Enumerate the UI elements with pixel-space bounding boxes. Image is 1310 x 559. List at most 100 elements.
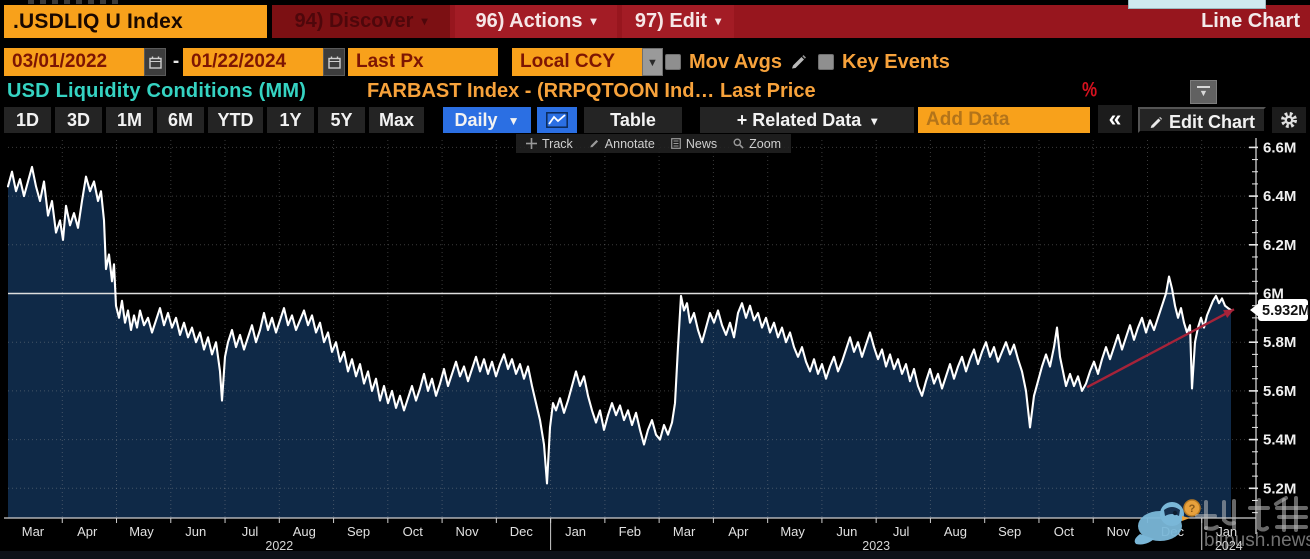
month-label: Jan	[565, 524, 586, 539]
month-label: Jul	[893, 524, 910, 539]
month-label: Nov	[455, 524, 479, 539]
mov-avgs-label: Mov Avgs	[689, 51, 782, 73]
actions-menu[interactable]: 96) Actions ▾	[455, 5, 617, 38]
area-fill	[8, 166, 1231, 518]
clipped-top-content	[28, 0, 118, 4]
collapse-toolbar-button[interactable]: «	[1098, 105, 1132, 133]
line-chart-icon	[546, 112, 568, 128]
pencil-icon[interactable]	[790, 54, 807, 76]
range-1m-button[interactable]: 1M	[106, 107, 153, 133]
month-label: Feb	[619, 524, 641, 539]
gear-icon	[1281, 112, 1297, 128]
y-tick-label: 5.6M	[1263, 383, 1296, 400]
y-tick-label: 5.8M	[1263, 334, 1296, 351]
chart-settings-button[interactable]	[1272, 107, 1306, 133]
year-label: 2022	[265, 539, 293, 553]
crosshair-icon	[526, 138, 537, 149]
edit-chart-label: Edit Chart	[1168, 112, 1255, 132]
month-label: Dec	[510, 524, 534, 539]
month-label: Mar	[673, 524, 696, 539]
chevron-down-icon[interactable]: ▼	[642, 48, 663, 76]
date-from-field[interactable]: 03/01/2022	[4, 48, 144, 76]
key-events-label: Key Events	[842, 51, 950, 73]
related-data-label: + Related Data	[736, 110, 862, 130]
month-label: Sep	[347, 524, 370, 539]
news-label: News	[685, 136, 718, 151]
date-range-separator: -	[172, 51, 180, 72]
year-label: 2024	[1215, 539, 1243, 553]
month-label: May	[129, 524, 154, 539]
month-label: Oct	[403, 524, 424, 539]
x-tick-group: Mar Apr May Jun Jul Aug Sep Oct Nov Dec Jan Feb Mar A…	[22, 518, 1243, 553]
news-icon	[670, 138, 681, 149]
svg-text:5.932M: 5.932M	[1262, 303, 1310, 319]
command-bar: 94) Discover ▾ 96) Actions ▾ 97) Edit ▾ Lin…	[272, 5, 1310, 38]
chevron-down-icon: ▾	[421, 14, 428, 28]
magnifier-icon	[733, 138, 744, 149]
zoom-tool[interactable]: Zoom	[733, 137, 781, 151]
related-data-button[interactable]: + Related Data ▾	[700, 107, 914, 133]
annotate-tool[interactable]: Annotate	[589, 137, 655, 151]
line-chart-type-button[interactable]	[537, 107, 577, 133]
pencil-icon	[1150, 116, 1163, 128]
period-select[interactable]: Daily ▼	[443, 107, 531, 133]
chart-tool-strip: Track Annotate News Zoom	[516, 134, 792, 153]
clipped-tooltip	[1128, 0, 1266, 9]
y-tick-group: 6.6M 6.4M 6.2M 6M 5.8M 5.6M 5.4M 5.2M	[1249, 139, 1296, 514]
security-ticker-input[interactable]: .USDLIQ U Index	[4, 5, 267, 38]
edit-menu[interactable]: 97) Edit ▾	[622, 5, 734, 38]
date-to-field[interactable]: 01/22/2024	[183, 48, 323, 76]
trend-arrow-line	[1086, 308, 1235, 389]
mov-avgs-checkbox[interactable]	[665, 54, 681, 70]
news-tool[interactable]: News	[670, 136, 718, 151]
month-label: Oct	[1054, 524, 1075, 539]
dock-panel-button[interactable]: ▼	[1190, 80, 1217, 104]
range-max-button[interactable]: Max	[369, 107, 424, 133]
month-label: Aug	[944, 524, 967, 539]
month-label: Sep	[998, 524, 1021, 539]
currency-select[interactable]: Local CCY	[512, 48, 642, 76]
range-1d-button[interactable]: 1D	[4, 107, 51, 133]
chevron-down-icon: ▾	[871, 114, 878, 128]
range-3d-button[interactable]: 3D	[55, 107, 102, 133]
chart-type-label: Line Chart	[1201, 10, 1300, 32]
month-label: Apr	[77, 524, 98, 539]
edit-chart-button[interactable]: Edit Chart	[1138, 107, 1266, 133]
month-label: Aug	[293, 524, 316, 539]
bottom-strip	[0, 551, 1310, 559]
add-data-input[interactable]	[918, 107, 1090, 133]
y-tick-label: 6M	[1263, 286, 1284, 303]
range-1y-button[interactable]: 1Y	[267, 107, 314, 133]
chevron-down-icon: ▾	[590, 14, 597, 28]
period-label: Daily	[454, 110, 498, 130]
zoom-label: Zoom	[749, 136, 782, 151]
range-6m-button[interactable]: 6M	[157, 107, 204, 133]
percent-icon[interactable]: %	[1082, 77, 1098, 102]
year-label: 2023	[862, 539, 890, 553]
price-line	[6, 165, 1233, 485]
month-label: Apr	[728, 524, 749, 539]
calendar-icon[interactable]	[323, 48, 345, 76]
y-tick-label: 6.4M	[1263, 188, 1296, 205]
last-price-label: 5.932M	[1250, 299, 1310, 322]
calendar-icon[interactable]	[144, 48, 166, 76]
range-5y-button[interactable]: 5Y	[318, 107, 365, 133]
chevron-down-icon: ▾	[715, 14, 722, 28]
month-label: Jun	[185, 524, 206, 539]
month-label: May	[780, 524, 805, 539]
table-button[interactable]: Table	[584, 107, 682, 133]
y-tick-label: 6.6M	[1263, 139, 1296, 156]
discover-menu[interactable]: 94) Discover ▾	[272, 5, 450, 38]
pencil-icon	[590, 139, 598, 148]
track-tool[interactable]: Track	[526, 137, 573, 151]
key-events-checkbox[interactable]	[818, 54, 834, 70]
range-ytd-button[interactable]: YTD	[208, 107, 263, 133]
chevron-down-icon: ▼	[507, 114, 520, 128]
price-field-select[interactable]: Last Px	[348, 48, 498, 76]
actions-label: 96) Actions	[475, 10, 583, 32]
edit-label: 97) Edit	[634, 10, 708, 32]
gridlines	[8, 140, 1256, 518]
month-label: Mar	[22, 524, 45, 539]
month-label: Jan	[1216, 524, 1237, 539]
